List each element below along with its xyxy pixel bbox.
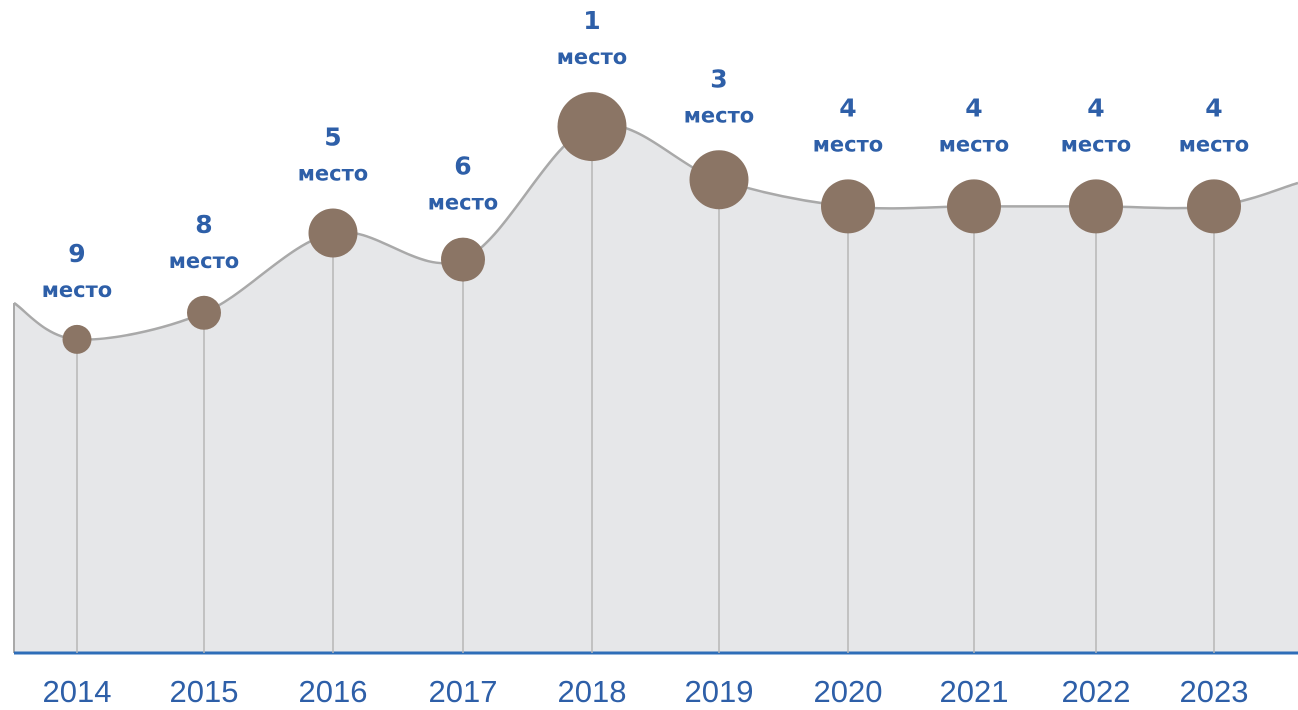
marker [187,295,221,330]
value-label: 4 место [813,93,883,156]
value-label: 3 место [684,64,754,127]
marker [557,92,627,162]
value-label: 4 место [1061,93,1131,156]
marker [308,208,358,258]
value-label: 1 место [557,6,627,69]
value-label: 9 место [42,239,112,302]
x-tick-label: 2014 [43,674,112,709]
x-tick-label: 2019 [685,674,754,709]
marker [1069,179,1123,234]
value-label: 5 место [298,123,368,186]
marker [689,150,749,210]
value-label: 6 место [428,152,498,215]
value-label: 8 место [169,210,239,273]
marker [947,179,1001,234]
x-tick-label: 2021 [940,674,1009,709]
value-label: 4 место [939,93,1009,156]
x-tick-label: 2015 [170,674,239,709]
marker [62,324,92,354]
x-tick-label: 2022 [1062,674,1131,709]
marker [821,179,875,234]
value-label: 4 место [1179,93,1249,156]
marker [441,237,485,282]
marker [1187,179,1241,234]
x-tick-label: 2016 [299,674,368,709]
x-tick-label: 2023 [1180,674,1249,709]
x-tick-label: 2018 [558,674,627,709]
x-tick-label: 2017 [429,674,498,709]
x-tick-label: 2020 [814,674,883,709]
